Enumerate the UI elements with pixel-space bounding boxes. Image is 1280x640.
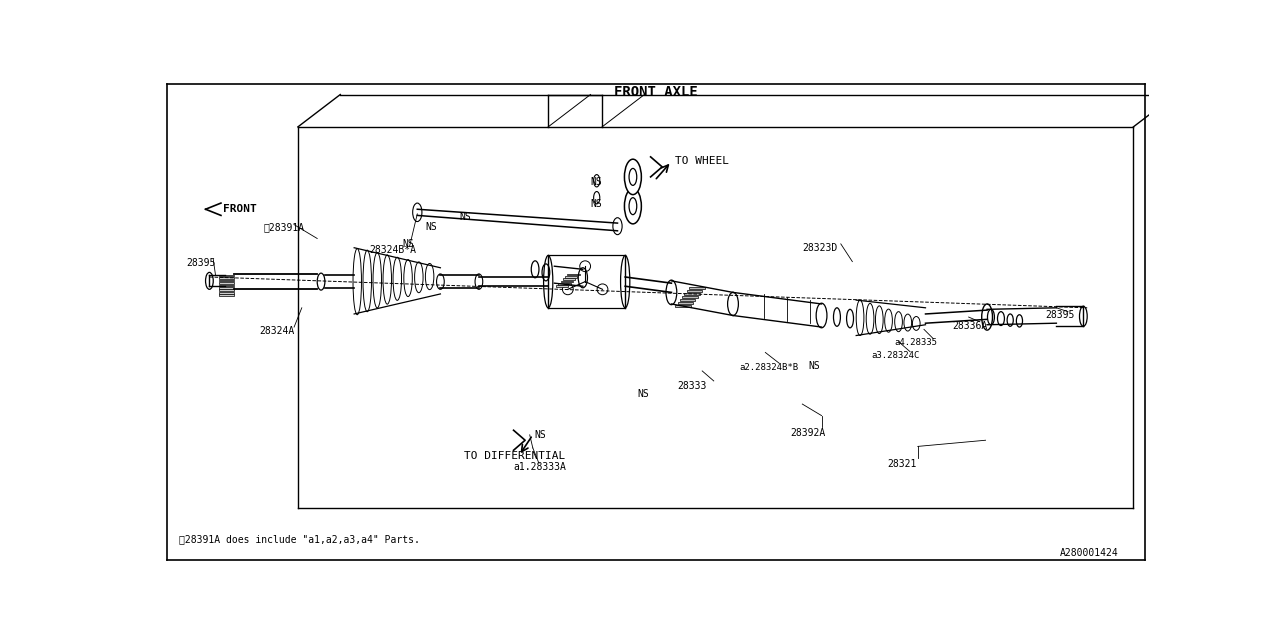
Bar xyxy=(219,277,234,279)
Bar xyxy=(219,294,234,296)
Bar xyxy=(556,285,568,287)
Bar xyxy=(682,296,698,298)
Bar xyxy=(566,276,577,278)
Text: NS: NS xyxy=(402,239,413,249)
Text: TO DIFFERENTIAL: TO DIFFERENTIAL xyxy=(463,451,564,461)
Text: a3.28324C: a3.28324C xyxy=(872,351,920,360)
Text: a2.28324B*B: a2.28324B*B xyxy=(739,364,799,372)
Text: FRONT: FRONT xyxy=(223,204,257,214)
Bar xyxy=(219,285,234,286)
Bar xyxy=(567,274,580,275)
Bar xyxy=(219,275,234,276)
Bar xyxy=(687,290,703,292)
Ellipse shape xyxy=(628,198,636,214)
Bar xyxy=(563,278,575,280)
Bar xyxy=(219,280,234,282)
Text: NS: NS xyxy=(460,212,471,222)
Ellipse shape xyxy=(625,159,641,195)
Text: 28336A: 28336A xyxy=(952,321,988,332)
Text: NS: NS xyxy=(591,177,603,188)
Text: 28324B*A: 28324B*A xyxy=(370,245,416,255)
Bar xyxy=(689,287,704,289)
Text: 28321: 28321 xyxy=(887,459,916,469)
Text: 28323D: 28323D xyxy=(803,243,837,253)
Bar xyxy=(219,289,234,291)
Ellipse shape xyxy=(628,168,636,186)
Bar xyxy=(219,282,234,284)
Text: ※28391A: ※28391A xyxy=(264,222,305,232)
Text: 28395: 28395 xyxy=(187,258,215,268)
Text: a1.28333A: a1.28333A xyxy=(513,462,567,472)
Bar xyxy=(219,292,234,294)
Text: 28324A: 28324A xyxy=(260,326,294,336)
Text: ※28391A does include "a1,a2,a3,a4" Parts.: ※28391A does include "a1,a2,a3,a4" Parts… xyxy=(179,534,420,544)
Text: NS: NS xyxy=(808,360,819,371)
Bar xyxy=(676,305,691,307)
Bar xyxy=(680,299,695,301)
Bar xyxy=(677,302,692,304)
Text: NS: NS xyxy=(637,389,649,399)
Text: NS: NS xyxy=(535,430,547,440)
Text: TO WHEEL: TO WHEEL xyxy=(676,157,730,166)
Ellipse shape xyxy=(206,273,214,289)
Text: a4.28335: a4.28335 xyxy=(895,338,938,347)
Text: NS: NS xyxy=(425,222,436,232)
Text: A280001424: A280001424 xyxy=(1060,548,1119,557)
Text: 28395: 28395 xyxy=(1044,310,1074,321)
Text: FRONT AXLE: FRONT AXLE xyxy=(614,85,698,99)
Text: 28333: 28333 xyxy=(677,381,707,391)
Text: 28392A: 28392A xyxy=(791,428,826,438)
Bar xyxy=(561,281,573,282)
Text: NS: NS xyxy=(591,199,603,209)
Bar xyxy=(685,293,700,295)
Ellipse shape xyxy=(625,188,641,224)
Bar xyxy=(219,287,234,289)
Bar xyxy=(558,283,571,285)
